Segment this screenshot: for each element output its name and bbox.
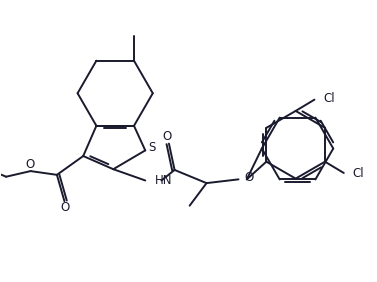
Text: S: S [148, 141, 155, 154]
Text: Cl: Cl [323, 92, 335, 105]
Text: O: O [60, 201, 69, 214]
Text: O: O [244, 171, 253, 184]
Text: Cl: Cl [352, 167, 364, 180]
Text: O: O [25, 158, 34, 171]
Text: HN: HN [155, 174, 172, 187]
Text: O: O [162, 130, 172, 143]
